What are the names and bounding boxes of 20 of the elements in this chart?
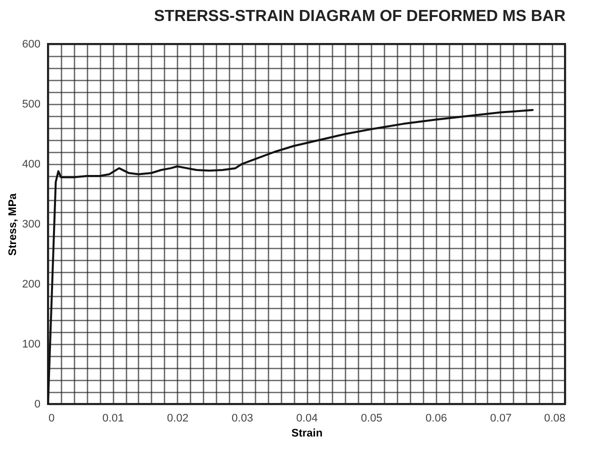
y-tick-label: 100 bbox=[22, 338, 40, 350]
x-axis-title: Strain bbox=[291, 428, 323, 440]
x-tick-label: 0.08 bbox=[544, 412, 566, 424]
y-tick-label: 0 bbox=[34, 398, 40, 410]
y-axis-title: Stress, MPa bbox=[7, 192, 20, 256]
x-tick-label: 0.04 bbox=[296, 412, 318, 424]
x-tick-label: 0 bbox=[48, 412, 55, 424]
x-tick-label: 0.06 bbox=[426, 412, 447, 424]
y-tick-label: 400 bbox=[22, 158, 40, 170]
y-tick-label: 500 bbox=[22, 98, 40, 110]
line-series bbox=[48, 109, 534, 404]
x-tick-label: 0.03 bbox=[232, 412, 254, 424]
x-tick-label: 0.01 bbox=[102, 412, 124, 424]
y-tick-label: 600 bbox=[22, 38, 40, 50]
y-tick-label: 300 bbox=[22, 218, 40, 230]
x-tick-label: 0.07 bbox=[490, 412, 512, 424]
chart-title: STRERSS-STRAIN DIAGRAM OF DEFORMED MS BAR bbox=[154, 8, 566, 25]
y-tick-label: 200 bbox=[22, 278, 40, 290]
x-tick-label: 0.02 bbox=[167, 412, 188, 424]
x-tick-label: 0.05 bbox=[360, 412, 382, 424]
